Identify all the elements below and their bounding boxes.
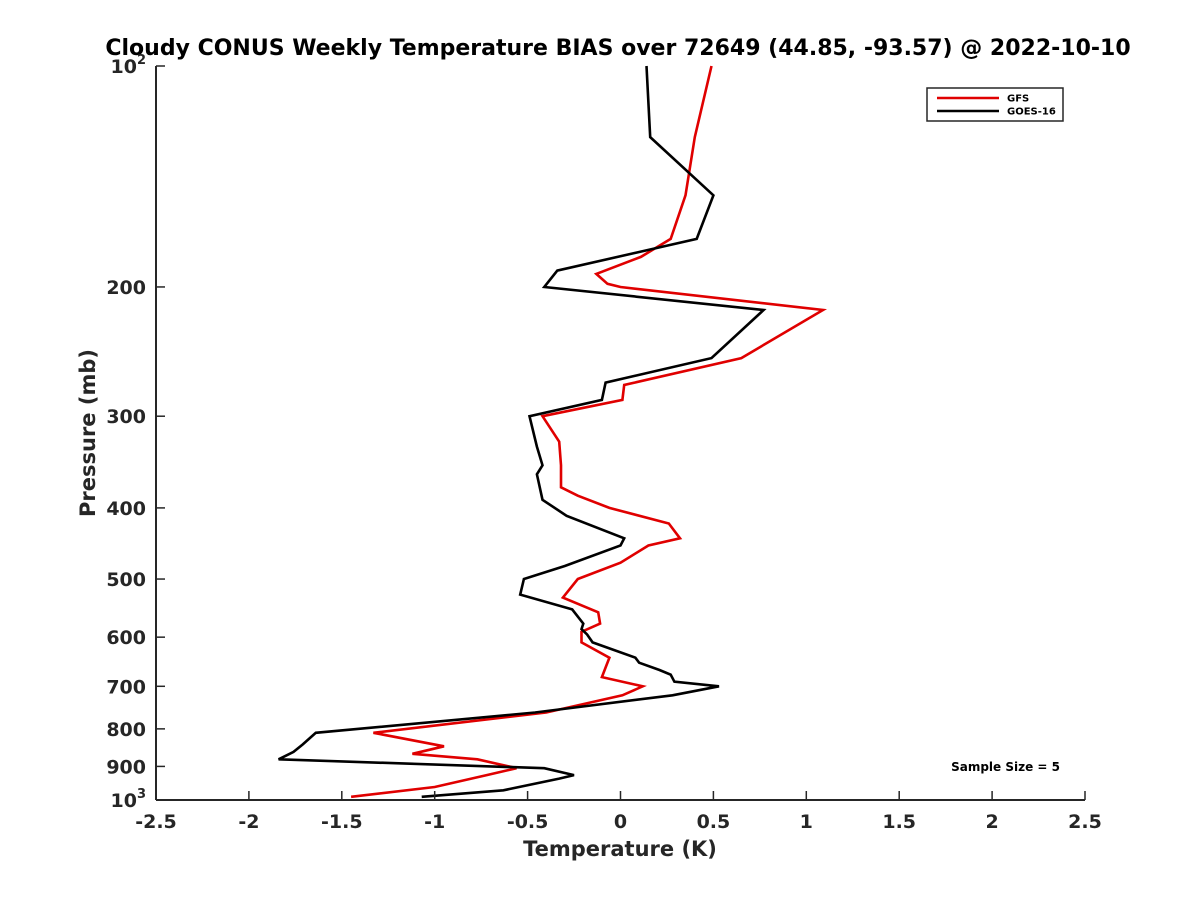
legend-label: GOES-16 — [1007, 107, 1056, 118]
series-line-gfs — [350, 65, 828, 799]
axes: -2.5 -2 -1.5 -1 -0.5 0 0.5 1 1.5 2 2.5 102 200 300 400… — [106, 53, 1102, 833]
chart-title: Cloudy CONUS Weekly Temperature BIAS ove… — [105, 36, 1130, 61]
x-tick-label: 1 — [800, 811, 813, 833]
legend: GFS GOES-16 — [926, 87, 1064, 122]
y-tick-label: 500 — [106, 569, 146, 591]
legend-box — [926, 87, 1064, 122]
x-tick-label: 2.5 — [1068, 811, 1102, 833]
x-tick-label: -1.5 — [321, 811, 363, 833]
y-tick-label: 400 — [106, 498, 146, 520]
y-tick-label: 700 — [106, 676, 146, 698]
y-tick-label: 102 — [111, 53, 147, 78]
x-axis-label: Temperature (K) — [523, 837, 717, 861]
x-tick-label: -1 — [424, 811, 445, 833]
y-tick-label: 600 — [106, 627, 146, 649]
sample-size-annotation: Sample Size = 5 — [951, 760, 1060, 774]
y-tick-label: 900 — [106, 756, 146, 778]
series-line-goes-16 — [278, 65, 767, 799]
x-tick-label: -0.5 — [507, 811, 549, 833]
y-tick-label: 200 — [106, 277, 146, 299]
x-tick-label: 1.5 — [882, 811, 916, 833]
legend-label: GFS — [1007, 94, 1029, 105]
plot-area — [278, 65, 828, 799]
x-tick-label: -2.5 — [135, 811, 177, 833]
x-tick-label: -2 — [238, 811, 259, 833]
x-tick-label: 0 — [614, 811, 627, 833]
y-tick-label: 103 — [111, 787, 147, 812]
x-tick-label: 0.5 — [697, 811, 731, 833]
y-tick-label: 300 — [106, 406, 146, 428]
y-axis-label: Pressure (mb) — [76, 349, 100, 517]
y-tick-label: 800 — [106, 719, 146, 741]
x-tick-label: 2 — [985, 811, 998, 833]
